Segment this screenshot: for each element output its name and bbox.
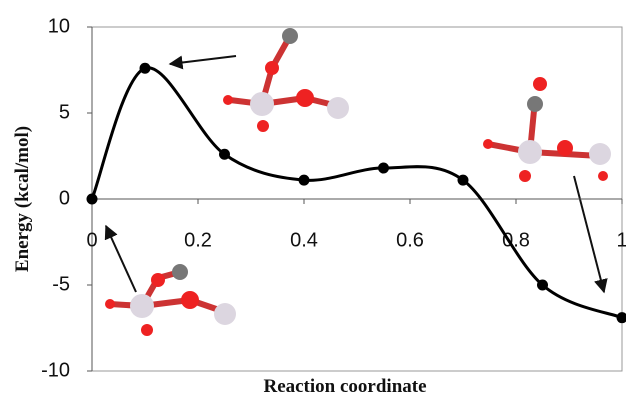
x-tick-label: 1 (616, 229, 626, 251)
y-tick-label: -5 (52, 273, 70, 295)
y-tick-label: 0 (59, 187, 70, 209)
x-tick-label: 0.6 (396, 229, 424, 251)
molecule-ts (223, 28, 349, 132)
point (378, 163, 389, 174)
point (537, 280, 548, 291)
molecule-final (483, 77, 611, 182)
arrow (574, 176, 604, 292)
y-tick-label: 5 (59, 101, 70, 123)
molecule-initial (105, 264, 236, 336)
arrow (106, 226, 136, 292)
point (458, 175, 469, 186)
x-tick-label: 0.4 (290, 229, 318, 251)
x-tick-label: 0 (86, 229, 97, 251)
point (617, 312, 626, 323)
point (87, 194, 98, 205)
x-axis-label: Reaction coordinate (263, 376, 426, 397)
x-tick-label: 0.2 (184, 229, 212, 251)
point (299, 175, 310, 186)
x-tick-label: 0.8 (502, 229, 530, 251)
arrow (170, 56, 236, 64)
point (219, 149, 230, 160)
y-axis-label: Energy (kcal/mol) (12, 126, 33, 272)
point (140, 63, 151, 74)
y-tick-label: -10 (41, 359, 70, 381)
chart: Energy (kcal/mol) Reaction coordinate (0, 0, 626, 399)
y-tick-label: 10 (48, 15, 70, 37)
